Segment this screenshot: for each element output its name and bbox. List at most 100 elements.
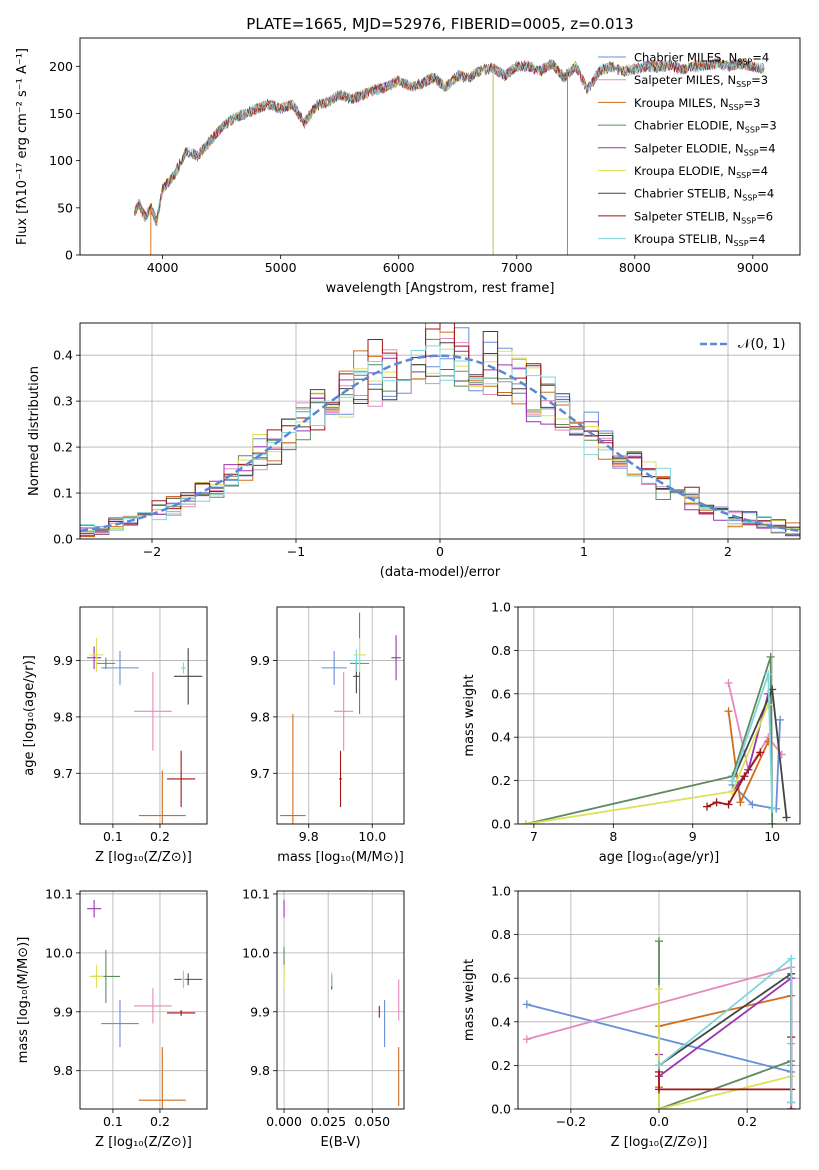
y-tick-label: 9.8: [53, 709, 73, 724]
legend-label-5: Salpeter ELODIE, NSSP=4: [634, 141, 776, 157]
weight-marker: [787, 954, 796, 963]
legend-count: =3: [751, 73, 768, 87]
weight-marker: [724, 800, 733, 809]
x-tick-label: 8: [609, 829, 617, 844]
legend-count: =4: [759, 141, 776, 155]
x-tick-label: 9.8: [299, 829, 319, 844]
weight-marker: [766, 652, 775, 661]
y-tick-label: 0.2: [491, 1058, 511, 1073]
legend-count: =4: [752, 51, 769, 65]
x-axis-label: wavelength [Angstrom, rest frame]: [326, 281, 555, 296]
weight-marker: [787, 1098, 796, 1107]
error-point-1: [101, 1000, 139, 1048]
error-point-6: [89, 638, 104, 672]
weight-marker: [655, 937, 663, 946]
legend-subscript: SSP: [729, 103, 744, 112]
x-axis-label: Z [log₁₀(Z/Z⊙)]: [611, 1135, 708, 1150]
y-tick-label: 0.0: [53, 532, 73, 547]
weight-marker: [728, 776, 737, 785]
x-tick-label: 1: [580, 544, 588, 559]
x-axis-label: Z [log₁₀(Z/Z⊙)]: [95, 850, 192, 865]
error-point-6: [89, 964, 104, 989]
x-tick-label: 10: [764, 829, 780, 844]
x-axis-label: E(B-V): [320, 1135, 360, 1150]
weight-marker: [724, 678, 733, 687]
error-point-9: [181, 662, 186, 674]
weight-marker: [756, 748, 765, 757]
y-tick-label: 9.9: [53, 653, 73, 668]
error-point-9: [350, 649, 363, 672]
error-point-2: [134, 988, 172, 1024]
weight-vs-age-panel: 7 8 9 10 0.0 0.2 0.4 0.6 0.8 1.0 age [log₁₀(age/yr…: [462, 600, 801, 865]
mass-vs-ebv-points: [283, 899, 400, 1107]
x-tick-label: 9000: [737, 260, 769, 275]
error-point-4: [96, 657, 116, 669]
weight-marker: [712, 798, 721, 807]
histogram-step-4: [80, 338, 800, 537]
y-tick-label: 0.3: [53, 394, 73, 409]
legend-label-1: Chabrier MILES, NSSP=4: [634, 51, 769, 67]
spectrum-line-9: [134, 58, 765, 226]
axes-frame: [517, 606, 801, 825]
x-tick-label: 6000: [383, 260, 415, 275]
weight-marker: [736, 798, 745, 807]
weight-marker: [776, 715, 785, 724]
legend-label-3: Kroupa MILES, NSSP=3: [634, 96, 760, 112]
weight-line-1: [731, 719, 781, 810]
legend-label-9: Kroupa STELIB, NSSP=4: [634, 232, 765, 248]
y-tick-label: 1.0: [491, 884, 511, 899]
spectrum-panel: 4000 5000 6000 7000 8000 9000 0 50 100 150 200 wave…: [15, 37, 801, 296]
weight-line-6: [658, 989, 792, 1109]
axes-frame: [276, 890, 405, 1110]
x-axis-label: (data-model)/error: [380, 565, 501, 580]
residuals-panel: −2 −1 0 1 2 0.0 0.1 0.2 0.3 0.4 (data-model)/error…: [27, 322, 801, 580]
y-tick-label: 1.0: [491, 600, 511, 615]
y-tick-label: 9.9: [250, 1004, 270, 1019]
error-point-1: [321, 650, 347, 685]
legend-count: =4: [751, 164, 768, 178]
error-point-9: [181, 970, 186, 989]
x-axis-label: mass [log₁₀(M/M⊙)]: [277, 850, 404, 865]
y-tick-label: 0.8: [491, 643, 511, 658]
error-point-7: [174, 648, 203, 705]
histogram-group: [80, 323, 800, 538]
axes-frame: [79, 37, 801, 256]
y-tick-label: 0.6: [491, 971, 511, 986]
error-point-8: [167, 750, 196, 808]
legend-count: =3: [760, 119, 777, 133]
legend-subscript: SSP: [736, 171, 751, 180]
x-tick-label: 0.1: [103, 1114, 123, 1129]
error-point-3: [138, 1047, 186, 1109]
y-tick-label: 10.0: [45, 945, 73, 960]
x-tick-label: 10.0: [358, 829, 386, 844]
x-tick-label: −0.2: [556, 1114, 586, 1129]
legend-subscript: SSP: [741, 216, 756, 225]
legend-subscript: SSP: [745, 126, 760, 135]
y-tick-label: 9.8: [53, 1063, 73, 1078]
y-axis-label: age [log₁₀(age/yr)]: [22, 655, 37, 776]
x-tick-label: 4000: [147, 260, 179, 275]
x-tick-label: −1: [287, 544, 305, 559]
y-tick-label: 0.1: [53, 486, 73, 501]
y-axis-label: mass weight: [462, 959, 477, 1041]
histogram-step-8: [80, 323, 800, 537]
y-tick-label: 150: [49, 106, 73, 121]
weight-marker: [522, 1000, 531, 1009]
error-point-3: [138, 770, 186, 824]
weight-marker: [522, 1035, 531, 1044]
x-tick-label: 2: [724, 544, 732, 559]
legend-subscript: SSP: [736, 80, 751, 89]
legend-label-7: Chabrier STELIB, NSSP=4: [634, 187, 774, 203]
y-tick-label: 0.4: [491, 730, 511, 745]
x-axis-label: Z [log₁₀(Z/Z⊙)]: [95, 1135, 192, 1150]
x-tick-label: 0.025: [310, 1114, 346, 1129]
axes-frame: [79, 890, 208, 1110]
x-tick-label: 0.050: [354, 1114, 390, 1129]
x-tick-label: 9: [689, 829, 697, 844]
legend-subscript: SSP: [734, 239, 749, 248]
weight-marker: [703, 802, 712, 811]
y-axis-label: Flux [fλ10⁻¹⁷ erg cm⁻² s⁻¹ A⁻¹]: [15, 48, 30, 245]
weight-vs-z-lines: [522, 937, 796, 1109]
x-axis-label: age [log₁₀(age/yr)]: [599, 850, 720, 865]
